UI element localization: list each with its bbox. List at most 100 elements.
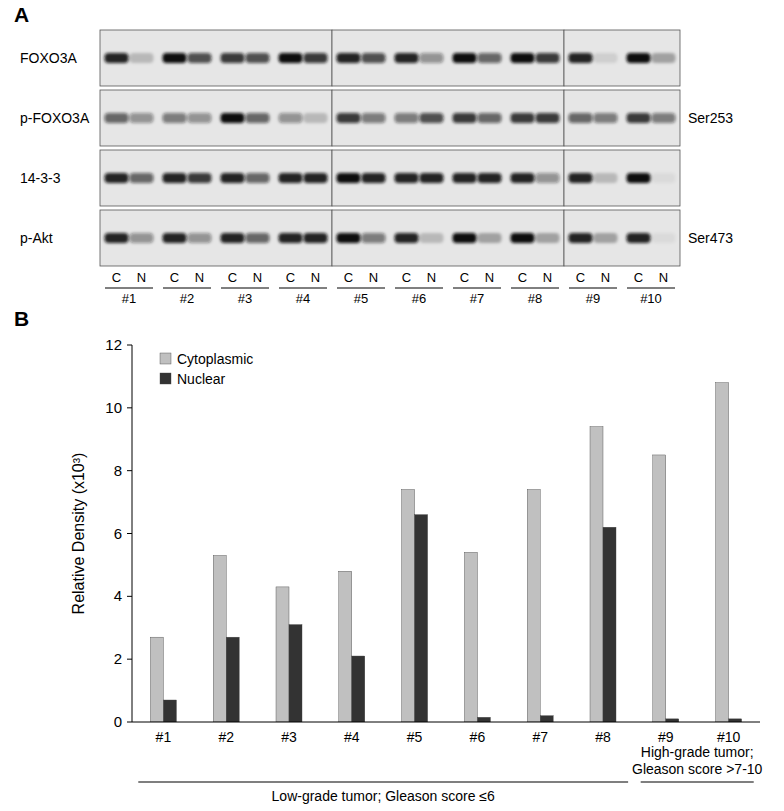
lane-label: N [195, 270, 204, 285]
bar [540, 716, 553, 722]
y-axis-label: Relative Density (x10³) [70, 453, 87, 615]
bar [415, 515, 428, 722]
band [652, 53, 676, 63]
band [163, 113, 187, 123]
band [188, 53, 212, 63]
band [420, 173, 444, 183]
band [569, 173, 593, 183]
sample-label: #4 [296, 291, 310, 306]
lane-label: C [112, 270, 121, 285]
y-tick-label: 10 [105, 399, 122, 416]
group-line [641, 781, 754, 782]
group-label: Gleason score >7-10 [632, 761, 763, 777]
band [246, 173, 270, 183]
sample-underline [279, 288, 327, 289]
band [246, 113, 270, 123]
bar [590, 427, 603, 722]
lane-label: N [659, 270, 668, 285]
lane-label: N [485, 270, 494, 285]
sample-label: #2 [180, 291, 194, 306]
bar [402, 490, 415, 722]
band [304, 173, 328, 183]
x-tick-label: #2 [218, 729, 234, 745]
blot-strip [564, 210, 680, 266]
sample-label: #1 [122, 291, 136, 306]
y-tick [127, 596, 132, 597]
bar [464, 552, 477, 722]
band [395, 113, 419, 123]
blot-strip [100, 210, 332, 266]
band [594, 53, 618, 63]
x-tick-label: #1 [156, 729, 172, 745]
band [130, 173, 154, 183]
sample-underline [337, 288, 385, 289]
y-tick-label: 12 [105, 336, 122, 353]
bar [653, 455, 666, 722]
band [569, 113, 593, 123]
blot-strip [564, 90, 680, 146]
lane-label: N [369, 270, 378, 285]
y-tick-label: 0 [114, 713, 122, 730]
band [362, 173, 386, 183]
band [188, 173, 212, 183]
bar [289, 625, 302, 722]
band [511, 113, 535, 123]
band [279, 53, 303, 63]
band [279, 233, 303, 243]
band [221, 53, 245, 63]
sample-underline [453, 288, 501, 289]
band [221, 173, 245, 183]
band [304, 53, 328, 63]
bar [226, 637, 239, 722]
bar [716, 383, 729, 722]
row-label: p-Akt [20, 230, 53, 246]
blot-strip [332, 210, 564, 266]
band [453, 53, 477, 63]
lane-label: N [601, 270, 610, 285]
sample-label: #3 [238, 291, 252, 306]
group-line [138, 781, 628, 782]
legend-swatch [160, 353, 171, 364]
band [420, 113, 444, 123]
band [594, 113, 618, 123]
band [594, 173, 618, 183]
sample-underline [163, 288, 211, 289]
sample-underline [569, 288, 617, 289]
band [395, 173, 419, 183]
lane-label: C [518, 270, 527, 285]
band [395, 53, 419, 63]
sample-label: #9 [586, 291, 600, 306]
bar [352, 656, 365, 722]
blot-strip [332, 150, 564, 206]
band [420, 53, 444, 63]
legend-label: Nuclear [177, 371, 226, 387]
x-tick-label: #9 [658, 729, 674, 745]
band [627, 113, 651, 123]
blot-strip [332, 90, 564, 146]
y-tick [127, 470, 132, 471]
row-label: FOXO3A [20, 50, 77, 66]
band [478, 113, 502, 123]
band [188, 113, 212, 123]
band [304, 113, 328, 123]
x-tick-label: #8 [595, 729, 611, 745]
sample-label: #10 [640, 291, 662, 306]
bar [150, 637, 163, 722]
blot-strip [332, 30, 564, 86]
bar [163, 700, 176, 722]
blot-strip [100, 150, 332, 206]
band [652, 113, 676, 123]
band [478, 233, 502, 243]
bar [477, 717, 490, 722]
band [569, 53, 593, 63]
y-tick [127, 407, 132, 408]
band [536, 53, 560, 63]
x-tick-label: #6 [470, 729, 486, 745]
blot-strip [100, 30, 332, 86]
band [395, 233, 419, 243]
bar [276, 587, 289, 722]
sample-underline [627, 288, 675, 289]
band [420, 233, 444, 243]
site-label: Ser473 [688, 230, 733, 246]
band [163, 53, 187, 63]
